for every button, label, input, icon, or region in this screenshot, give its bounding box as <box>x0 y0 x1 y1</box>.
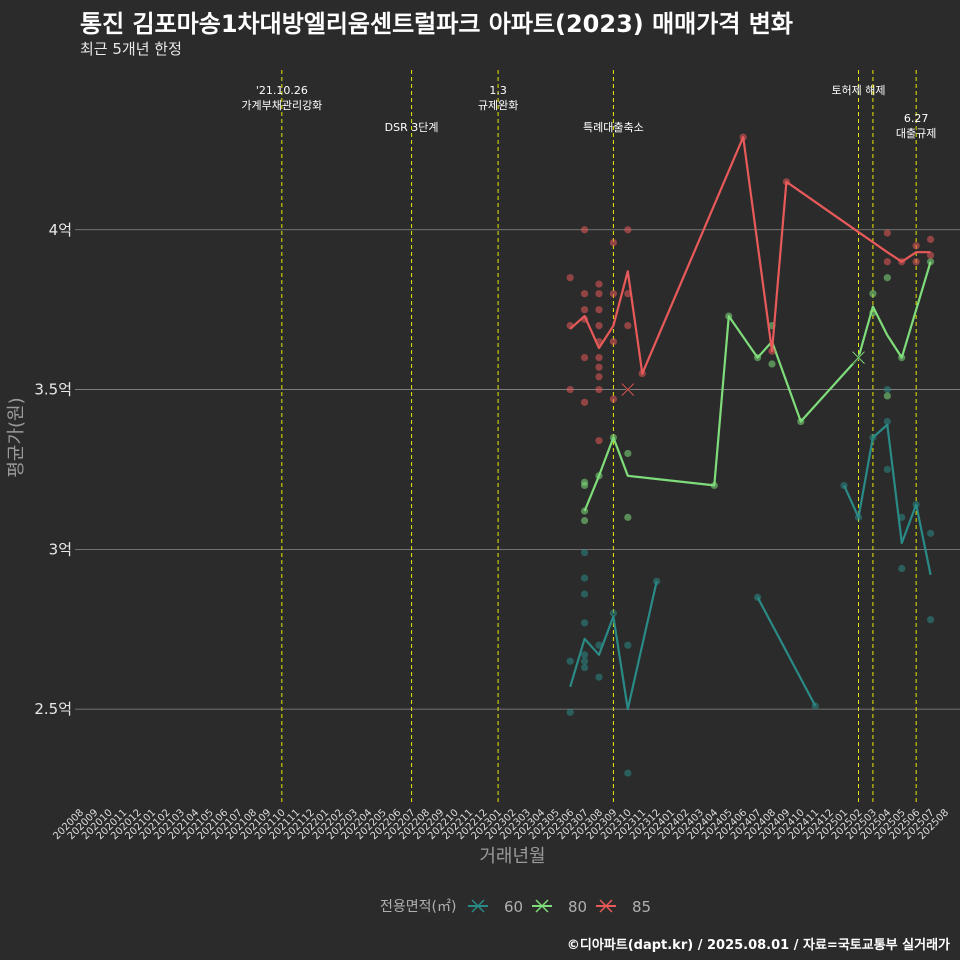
x-axis-title: 거래년월 <box>479 846 545 867</box>
data-point-60 <box>580 663 589 672</box>
series-line-60 <box>843 423 932 576</box>
data-point-85 <box>566 274 574 282</box>
data-point-60 <box>898 564 906 573</box>
event-label: 규제완화 <box>478 99 518 112</box>
data-point-60 <box>883 465 891 474</box>
data-point-85 <box>595 354 603 362</box>
data-point-80 <box>869 290 877 298</box>
data-point-60 <box>580 590 589 598</box>
data-point-60 <box>580 548 589 557</box>
data-point-85 <box>926 251 935 259</box>
data-point-85 <box>595 363 603 371</box>
data-point-80 <box>883 392 891 400</box>
event-label: '21.10.26 <box>256 84 308 97</box>
data-point-60 <box>580 657 589 665</box>
legend-item-60: 60 <box>468 898 523 916</box>
data-point-60 <box>580 651 589 659</box>
data-point-85 <box>609 290 618 298</box>
legend-title: 전용면적(㎡) <box>380 899 456 915</box>
data-point-85 <box>566 385 574 394</box>
data-point-80 <box>624 449 632 458</box>
avg-marker-85 <box>621 382 635 397</box>
data-point-80 <box>580 478 589 486</box>
legend-layer: 전용면적(㎡) 60 80 85 <box>380 898 651 916</box>
data-point-85 <box>595 280 603 288</box>
data-point-60 <box>624 769 632 777</box>
data-point-85 <box>580 398 589 406</box>
data-point-85 <box>609 395 618 403</box>
data-point-85 <box>580 354 589 362</box>
data-point-60 <box>609 609 618 617</box>
legend-label-80: 80 <box>568 898 587 916</box>
series-line-85 <box>569 136 931 375</box>
data-point-85 <box>912 242 920 250</box>
data-point-85 <box>883 229 891 237</box>
data-point-60 <box>883 385 891 394</box>
chart-subtitle: 최근 5개년 한정 <box>80 40 182 58</box>
y-tick-label: 3억 <box>49 540 72 558</box>
data-point-80 <box>580 516 589 525</box>
data-point-85 <box>595 373 603 381</box>
legend-label-60: 60 <box>504 898 523 916</box>
y-tick-label: 4억 <box>49 221 72 239</box>
y-tick-label: 2.5억 <box>34 700 72 718</box>
avg-marker-80 <box>851 350 866 365</box>
data-point-60 <box>926 616 935 624</box>
data-point-60 <box>566 708 574 716</box>
data-point-80 <box>883 274 891 282</box>
event-label: 6.27 <box>904 112 929 125</box>
data-point-60 <box>580 574 589 582</box>
data-point-85 <box>609 338 618 346</box>
event-label: DSR 3단계 <box>385 121 439 134</box>
data-point-85 <box>595 385 603 394</box>
data-point-85 <box>580 290 589 298</box>
y-tick-label: 3.5억 <box>34 381 72 399</box>
legend-key-cross <box>535 899 549 913</box>
event-label: 가계부채관리강화 <box>241 99 322 112</box>
data-point-85 <box>595 322 603 330</box>
series-line-80 <box>583 261 932 512</box>
event-label: 1.3 <box>489 84 507 97</box>
legend-item-80: 80 <box>532 898 587 916</box>
grid-layer <box>75 229 960 710</box>
avg-marker-stroke <box>852 351 865 364</box>
series-line-60 <box>756 596 817 707</box>
data-point-80 <box>768 360 776 368</box>
event-label: 토허제 해제 <box>831 83 885 97</box>
legend-item-85: 85 <box>596 898 651 916</box>
y-axis-title: 평균가(원) <box>6 397 27 477</box>
legend-key-cross <box>599 899 613 913</box>
data-point-85 <box>912 258 920 266</box>
source-caption: ©디아파트(dapt.kr) / 2025.08.01 / 자료=국토교통부 실… <box>566 938 950 953</box>
data-point-60 <box>624 641 632 649</box>
data-point-85 <box>624 322 632 330</box>
data-point-60 <box>926 529 935 537</box>
series-layer <box>566 133 935 777</box>
data-point-85 <box>883 258 891 266</box>
series-line-60 <box>569 581 658 711</box>
data-point-85 <box>624 226 632 234</box>
data-point-60 <box>811 702 819 710</box>
data-point-60 <box>566 657 574 665</box>
event-label: 특례대출축소 <box>583 121 644 134</box>
data-point-60 <box>883 417 891 426</box>
data-point-85 <box>595 437 603 445</box>
data-point-80 <box>624 513 632 521</box>
data-point-85 <box>595 306 603 314</box>
avg-marker-stroke <box>621 383 635 396</box>
axis-layer: 2.5억3억3.5억4억2020082020092020102020112020… <box>6 221 951 867</box>
data-point-85 <box>580 226 589 234</box>
data-point-60 <box>595 673 603 681</box>
legend-label-85: 85 <box>632 898 651 916</box>
legend-key-cross <box>471 899 485 913</box>
event-label: 대출규제 <box>896 127 936 140</box>
data-point-85 <box>926 235 935 243</box>
data-point-85 <box>609 238 618 247</box>
data-point-85 <box>580 306 589 314</box>
data-point-60 <box>580 619 589 627</box>
chart-title: 통진 김포마송1차대방엘리움센트럴파크 아파트(2023) 매매가격 변화 <box>80 10 793 38</box>
data-point-85 <box>595 290 603 298</box>
